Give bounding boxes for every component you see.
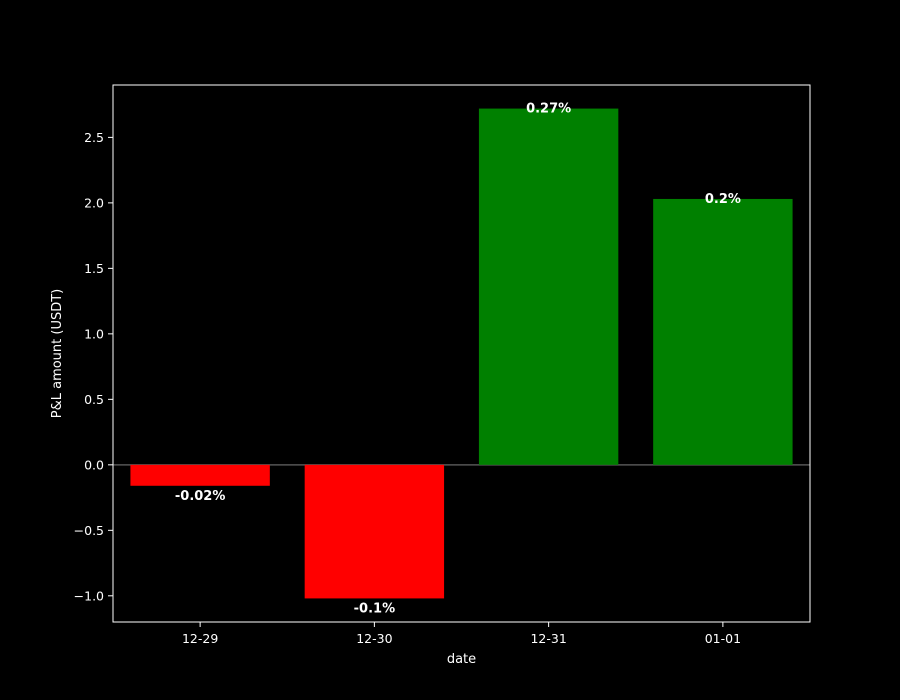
plot-frame (112, 84, 811, 623)
y-tick-label: 0.0 (84, 457, 104, 472)
y-tick-label: −1.0 (74, 588, 104, 603)
y-tick-label: 1.5 (84, 261, 104, 276)
x-tick-label: 12-30 (356, 631, 392, 646)
x-tick-label: 01-01 (705, 631, 741, 646)
bar-value-label: -0.02% (175, 489, 226, 504)
y-axis-label: P&L amount (USDT) (50, 289, 65, 419)
y-tick-label: 1.0 (84, 326, 104, 341)
y-tick-label: 2.0 (84, 195, 104, 210)
x-ticks: 12-29 12-30 12-31 01-01 (182, 622, 741, 646)
x-axis-label: date (447, 652, 476, 667)
bar-01-01 (653, 198, 793, 465)
bar-value-label: -0.1% (354, 601, 395, 616)
y-tick-label: −0.5 (74, 523, 104, 538)
x-tick-label: 12-29 (182, 631, 218, 646)
bar-value-label: 0.2% (705, 192, 741, 207)
x-tick-label: 12-31 (530, 631, 566, 646)
bar-12-29 (130, 464, 270, 486)
bar-12-31 (478, 108, 619, 465)
y-tick-label: 0.5 (84, 392, 104, 407)
bar-value-label: 0.27% (526, 101, 571, 116)
bar-12-30 (304, 464, 445, 599)
y-ticks: −1.0 −0.5 0.0 0.5 1.0 1.5 2.0 2.5 (74, 130, 113, 603)
plot-layer: -0.02% -0.1% 0.27% 0.2% (113, 101, 810, 616)
y-tick-label: 2.5 (84, 130, 104, 145)
